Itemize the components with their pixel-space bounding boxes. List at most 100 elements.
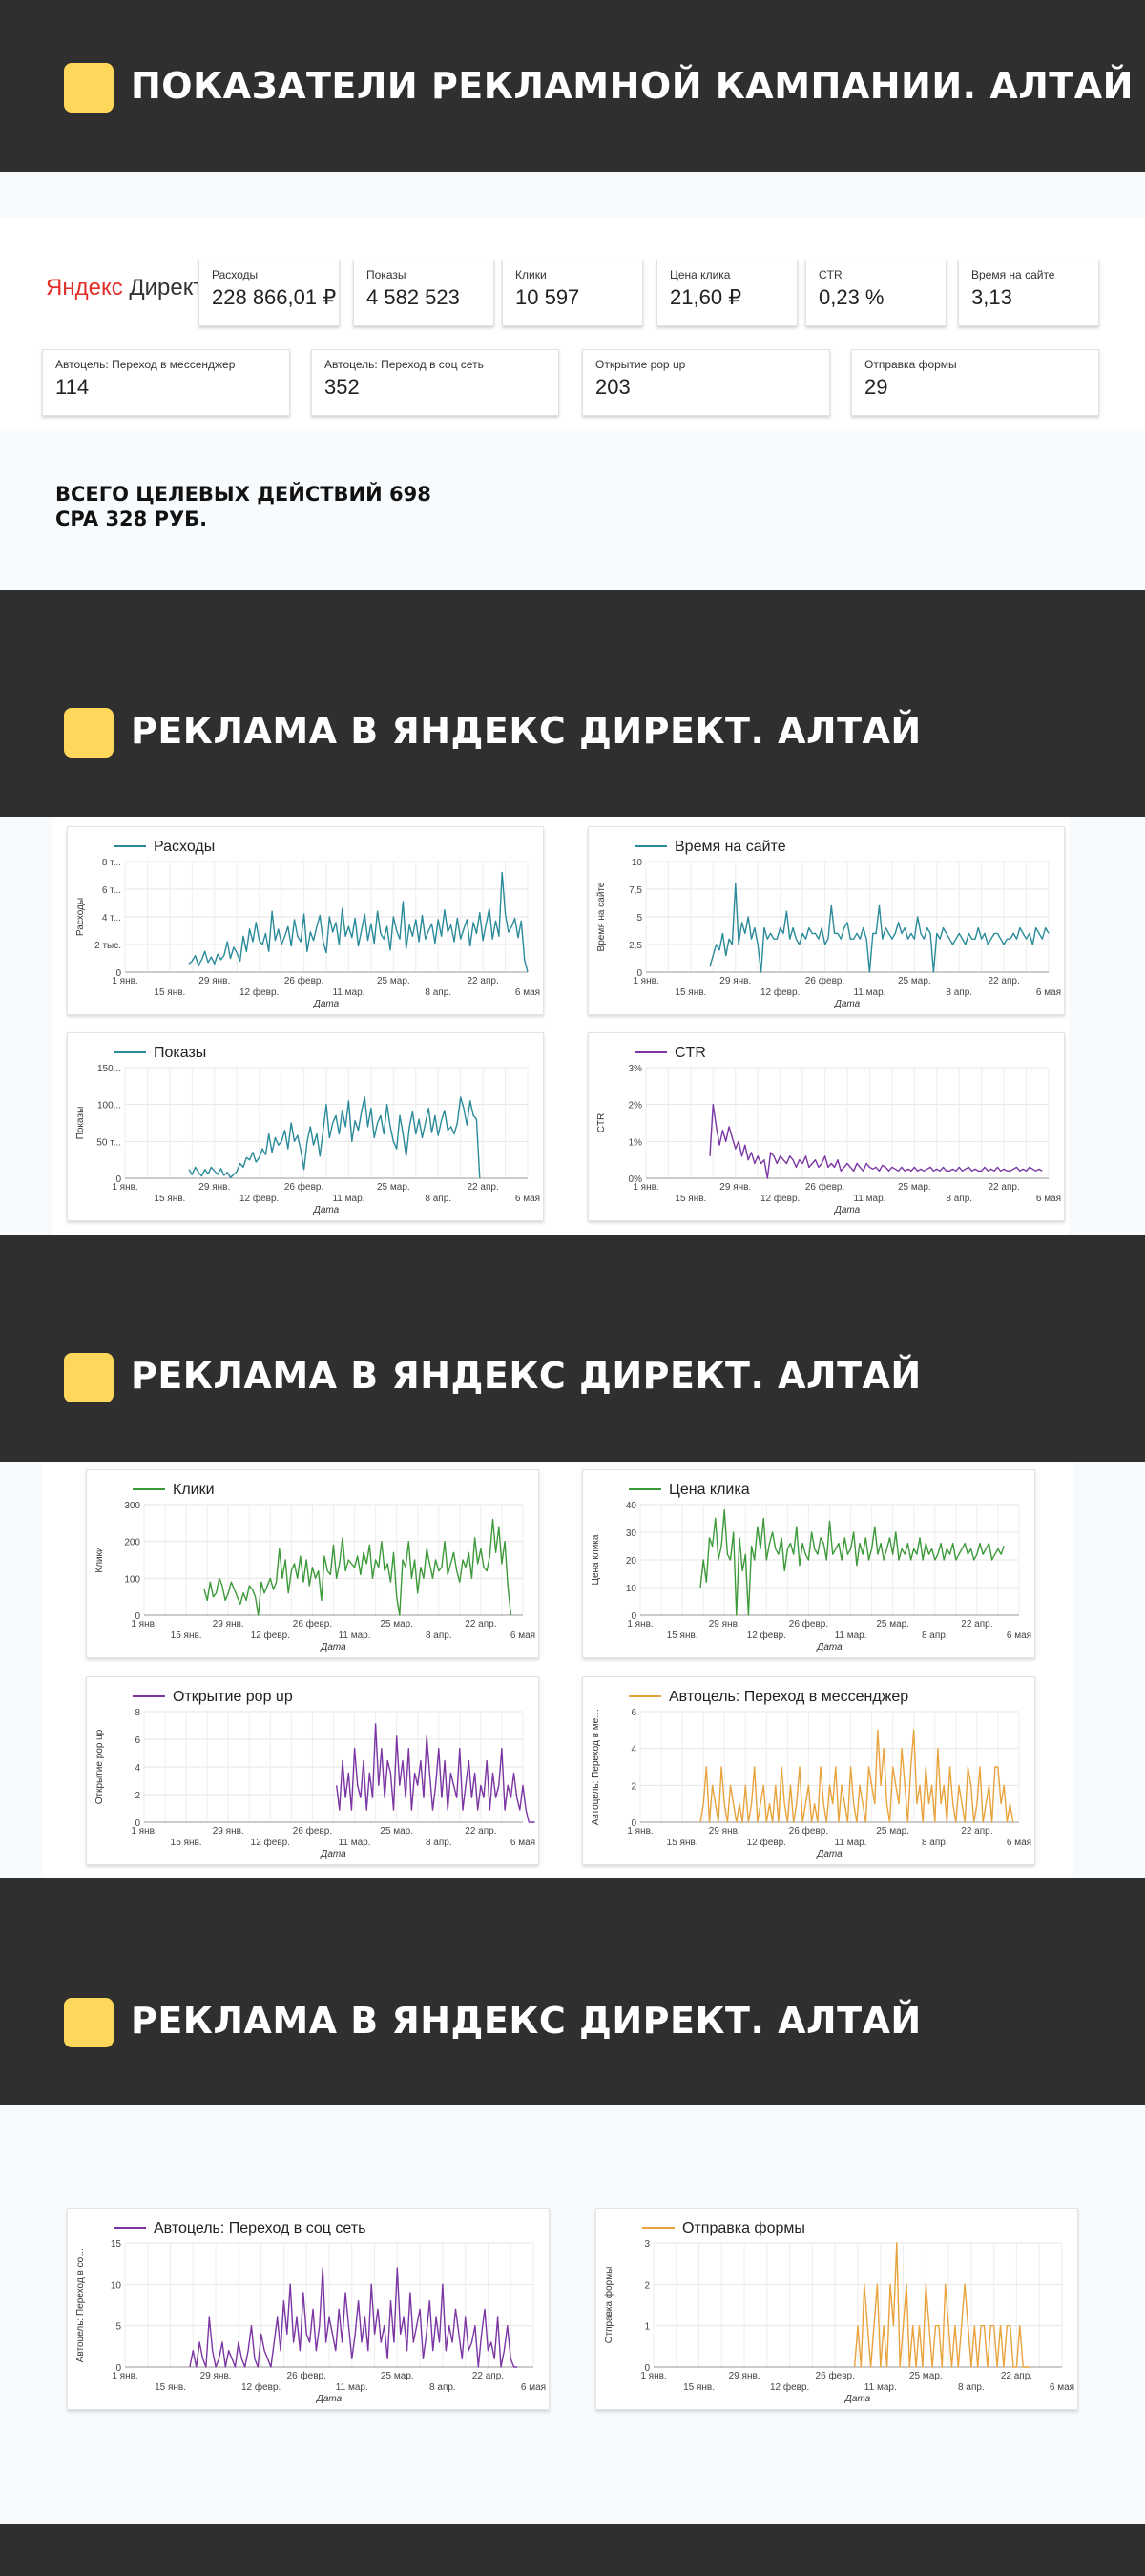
x-axis-label: Дата bbox=[816, 1849, 843, 1859]
x-tick-label: 26 февр. bbox=[805, 1181, 844, 1193]
legend-label: Время на сайте bbox=[675, 839, 786, 855]
y-axis-label: Цена клика bbox=[591, 1534, 601, 1585]
x-tick-label: 6 мая bbox=[515, 987, 540, 998]
chart-svg: Клики Клики 0 100 200 300 1 янв. 29 янв. 26 февр… bbox=[94, 1482, 535, 1652]
y-tick-label: 6 bbox=[631, 1708, 636, 1718]
x-tick-label: 15 янв. bbox=[667, 1838, 698, 1848]
y-tick-label: 10 bbox=[632, 858, 643, 868]
y-tick-label: 2,5 bbox=[629, 941, 642, 951]
legend-label: Отправка формы bbox=[682, 2220, 805, 2236]
x-tick-label: 1 янв. bbox=[633, 976, 658, 987]
kpi-value: 21,60 ₽ bbox=[670, 285, 742, 309]
kpi-label: Автоцель: Переход в мессенджер bbox=[55, 358, 236, 371]
x-tick-label: 15 янв. bbox=[675, 1194, 706, 1204]
x-tick-label: 15 янв. bbox=[675, 987, 706, 998]
section-title: РЕКЛАМА В ЯНДЕКС ДИРЕКТ. АЛТАЙ bbox=[131, 2000, 922, 2042]
y-tick-label: 0 bbox=[115, 2363, 121, 2374]
y-tick-label: 2% bbox=[629, 1101, 643, 1111]
section-header-1: ПОКАЗАТЕЛИ РЕКЛАМНОЙ КАМПАНИИ. АЛТАЙ bbox=[0, 0, 1145, 172]
chart-card-impressions: Показы Показы 0 50 т... 100... 150... 1 янв. 29… bbox=[67, 1032, 544, 1221]
section-header-4: РЕКЛАМА В ЯНДЕКС ДИРЕКТ. АЛТАЙ bbox=[0, 1878, 1145, 2105]
y-tick-label: 5 bbox=[636, 913, 642, 924]
chart-svg: Цена клика Цена клика 0 10 20 30 40 1 янв. 29 ян… bbox=[591, 1482, 1031, 1652]
kpi-label: Клики bbox=[515, 268, 547, 281]
chart-svg: Автоцель: Переход в мессенджер Автоцель: … bbox=[591, 1689, 1031, 1859]
chart-card-form: Отправка формы Отправка формы 0 1 2 3 1 янв. 29… bbox=[595, 2208, 1078, 2410]
kpi-label: Расходы bbox=[212, 268, 259, 281]
kpi-card-ctr: CTR 0,23 % bbox=[805, 260, 947, 326]
kpi-value: 352 bbox=[324, 375, 360, 399]
legend-label: Расходы bbox=[154, 839, 215, 855]
x-tick-label: 8 апр. bbox=[958, 2382, 985, 2393]
series-line bbox=[189, 2267, 517, 2368]
y-axis-label: Время на сайте bbox=[596, 882, 607, 951]
x-tick-label: 22 апр. bbox=[468, 976, 499, 987]
x-tick-label: 11 мар. bbox=[853, 987, 885, 998]
series-line bbox=[699, 1509, 1005, 1616]
y-tick-label: 100... bbox=[97, 1101, 121, 1111]
x-axis-label: Дата bbox=[316, 2394, 343, 2404]
x-tick-label: 12 февр. bbox=[747, 1630, 786, 1641]
kpi-value: 4 582 523 bbox=[366, 285, 460, 309]
summary-total-actions: ВСЕГО ЦЕЛЕВЫХ ДЕЙСТВИЙ 698 bbox=[55, 483, 431, 506]
x-axis-label: Дата bbox=[313, 1205, 340, 1215]
x-axis-label: Дата bbox=[834, 999, 861, 1009]
y-tick-label: 10 bbox=[111, 2280, 122, 2291]
x-tick-label: 8 апр. bbox=[426, 1838, 452, 1848]
x-tick-label: 1 янв. bbox=[627, 1619, 653, 1630]
x-tick-label: 6 мая bbox=[515, 1194, 540, 1204]
y-tick-label: 0 bbox=[115, 968, 121, 979]
y-tick-label: 20 bbox=[626, 1556, 637, 1567]
y-tick-label: 0 bbox=[135, 1611, 140, 1622]
kpi-card-messenger: Автоцель: Переход в мессенджер 114 bbox=[42, 349, 290, 416]
kpi-value: 29 bbox=[864, 375, 888, 399]
y-tick-label: 15 bbox=[111, 2239, 122, 2250]
y-tick-label: 0 bbox=[631, 1818, 636, 1829]
kpi-card-spend: Расходы 228 866,01 ₽ bbox=[198, 260, 340, 326]
y-axis-label: Показы bbox=[75, 1107, 86, 1140]
chart-svg: Время на сайте Время на сайте 0 2,5 5 7,5 10 1 … bbox=[596, 839, 1061, 1009]
x-tick-label: 29 янв. bbox=[213, 1619, 244, 1630]
y-tick-label: 0 bbox=[644, 2363, 650, 2374]
x-tick-label: 25 мар. bbox=[380, 1826, 413, 1837]
kpi-card-form: Отправка формы 29 bbox=[851, 349, 1099, 416]
x-tick-label: 26 февр. bbox=[287, 2370, 326, 2381]
x-axis-label: Дата bbox=[834, 1205, 861, 1215]
x-tick-label: 11 мар. bbox=[835, 1838, 867, 1848]
chart-card-ctr: CTR CTR 0% 1% 2% 3% 1 янв. 29 янв. 26 февр. 25 ма… bbox=[588, 1032, 1065, 1221]
y-tick-label: 8 bbox=[135, 1708, 140, 1718]
x-tick-label: 29 янв. bbox=[198, 1182, 230, 1193]
logo-part-yandex: Яндекс bbox=[46, 275, 123, 301]
series-line bbox=[699, 1729, 1014, 1823]
y-tick-label: 2 тыс. bbox=[94, 941, 121, 951]
y-tick-label: 200 bbox=[124, 1538, 140, 1548]
x-tick-label: 29 янв. bbox=[709, 1826, 740, 1837]
x-tick-label: 1 янв. bbox=[627, 1826, 653, 1837]
x-tick-label: 6 мая bbox=[1050, 2382, 1074, 2393]
y-tick-label: 2 bbox=[135, 1791, 140, 1801]
chart-svg: Открытие pop up Открытие pop up 0 2 4 6 8 1 янв… bbox=[94, 1689, 535, 1859]
x-tick-label: 22 апр. bbox=[468, 1182, 499, 1193]
kpi-card-time-on-site: Время на сайте 3,13 bbox=[958, 260, 1099, 326]
x-tick-label: 25 мар. bbox=[380, 1619, 413, 1630]
x-tick-label: 12 февр. bbox=[239, 1193, 279, 1204]
x-tick-label: 29 янв. bbox=[200, 2371, 232, 2381]
chart-card-spend: Расходы Расходы 0 2 тыс. 4 т... 6 т... 8 т... 1… bbox=[67, 826, 544, 1015]
y-tick-label: 7,5 bbox=[629, 885, 642, 896]
x-tick-label: 25 мар. bbox=[898, 1182, 931, 1193]
y-tick-label: 300 bbox=[124, 1501, 140, 1511]
series-line bbox=[709, 883, 1050, 973]
x-tick-label: 22 апр. bbox=[472, 2371, 504, 2381]
x-tick-label: 26 февр. bbox=[293, 1825, 332, 1837]
x-tick-label: 15 янв. bbox=[154, 987, 185, 998]
x-tick-label: 11 мар. bbox=[339, 1838, 371, 1848]
x-tick-label: 8 апр. bbox=[946, 1194, 972, 1204]
y-tick-label: 150... bbox=[97, 1064, 121, 1074]
x-tick-label: 26 февр. bbox=[293, 1618, 332, 1630]
y-tick-label: 1% bbox=[629, 1137, 643, 1148]
chart-card-time-on-site: Время на сайте Время на сайте 0 2,5 5 7,5 10 1 … bbox=[588, 826, 1065, 1015]
section-header-2: РЕКЛАМА В ЯНДЕКС ДИРЕКТ. АЛТАЙ bbox=[0, 590, 1145, 817]
x-tick-label: 12 февр. bbox=[239, 987, 279, 998]
x-tick-label: 6 мая bbox=[1036, 987, 1061, 998]
x-tick-label: 8 апр. bbox=[425, 987, 451, 998]
